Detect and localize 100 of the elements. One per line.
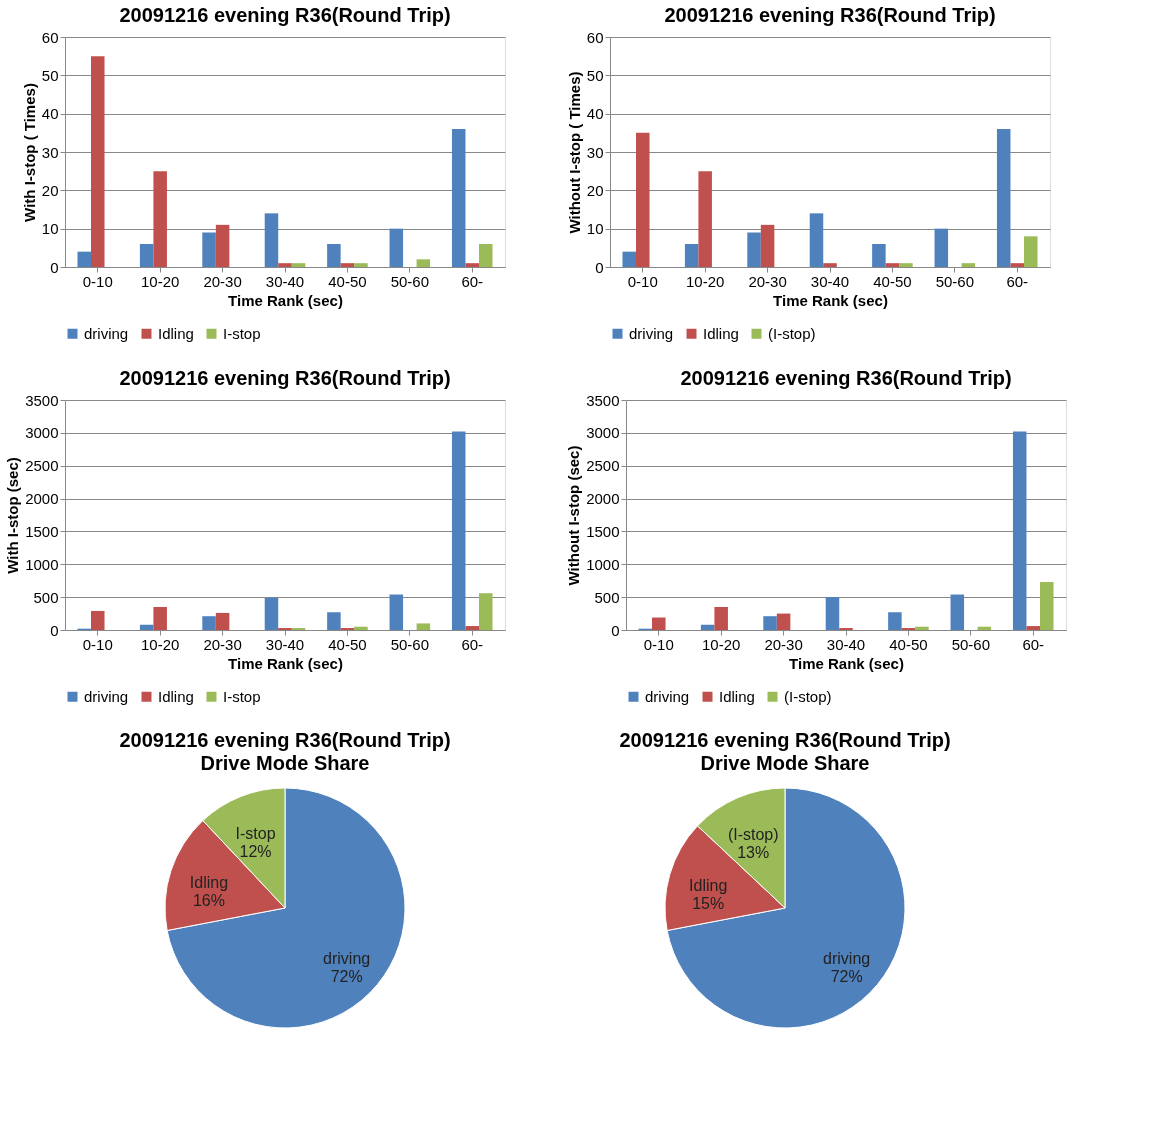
chart-title: 20091216 evening R36(Round Trip)	[664, 4, 996, 26]
bar	[340, 263, 355, 267]
y-tick-label: 500	[594, 588, 620, 606]
bar	[354, 626, 368, 630]
chart-subtitle: Drive Mode Share	[200, 752, 370, 774]
x-tick-label: 30-40	[810, 272, 850, 290]
bar	[934, 228, 949, 267]
bar	[465, 263, 479, 267]
y-tick-label: 2000	[586, 490, 620, 508]
bar	[885, 263, 900, 267]
bar	[1024, 236, 1038, 267]
y-tick-label: 10	[586, 220, 604, 238]
legend-label: driving	[84, 687, 129, 705]
bar	[1012, 431, 1027, 630]
data-label: 13%	[737, 843, 770, 861]
x-tick-label: 50-60	[390, 272, 430, 290]
chart-title: 20091216 evening R36(Round Trip)	[119, 729, 451, 751]
bar	[872, 244, 886, 267]
bar	[479, 593, 493, 630]
x-tick-label: 0-10	[643, 635, 674, 653]
x-tick-label: 30-40	[826, 635, 866, 653]
x-axis-title: Time Rank (sec)	[789, 654, 904, 672]
chart-subtitle: Drive Mode Share	[700, 752, 870, 774]
bar	[354, 263, 368, 267]
y-tick-label: 2500	[25, 457, 59, 475]
pie-slice	[666, 787, 906, 1029]
legend-label: Idling	[158, 324, 194, 342]
y-tick-label: 40	[41, 105, 59, 123]
x-tick-label: 50-60	[951, 635, 991, 653]
bar	[1010, 263, 1024, 267]
y-tick-label: 50	[586, 66, 604, 84]
y-tick-label: 0	[595, 258, 604, 276]
bar	[825, 597, 840, 630]
bar	[291, 263, 306, 267]
bar	[776, 613, 791, 630]
y-tick-label: 10	[41, 220, 59, 238]
x-tick-label: 10-20	[685, 272, 725, 290]
bar	[684, 244, 699, 267]
bar	[264, 597, 279, 630]
slice-label: (I-stop)	[727, 825, 779, 843]
bar	[139, 624, 154, 630]
y-tick-label: 60	[41, 28, 59, 46]
y-tick-label: 3000	[25, 424, 59, 442]
bar	[465, 626, 479, 630]
slice-label: driving	[823, 949, 871, 967]
data-label: 12%	[239, 842, 272, 860]
x-tick-label: 40-50	[889, 635, 928, 653]
chart-title: 20091216 evening R36(Round Trip)	[680, 367, 1012, 389]
y-tick-label: 60	[586, 28, 604, 46]
bar	[1040, 582, 1054, 630]
bar	[698, 171, 712, 267]
bar	[215, 612, 230, 630]
pie-slice	[166, 787, 406, 1029]
chart-title: 20091216 evening R36(Round Trip)	[119, 4, 451, 26]
x-tick-label: 10-20	[140, 272, 180, 290]
x-tick-label: 40-50	[328, 272, 367, 290]
x-tick-label: 50-60	[935, 272, 975, 290]
legend-label: Idling	[158, 687, 194, 705]
bar	[700, 624, 715, 630]
x-tick-label: 20-30	[764, 635, 803, 653]
bar	[636, 132, 650, 267]
bar	[479, 244, 493, 267]
y-axis-title: Without I-stop (sec)	[565, 445, 583, 586]
bar	[747, 232, 761, 267]
legend-label: driving	[629, 324, 674, 342]
x-tick-label: 30-40	[265, 635, 305, 653]
legend-label: Idling	[719, 687, 755, 705]
x-tick-label: 60-	[1006, 272, 1029, 290]
bar	[996, 129, 1011, 267]
slice-label: Idling	[689, 876, 728, 894]
bar	[389, 228, 404, 267]
y-tick-label: 500	[33, 588, 59, 606]
bar	[763, 616, 777, 630]
bar	[899, 263, 913, 267]
bar	[416, 259, 431, 267]
legend-label: I-stop	[223, 687, 261, 705]
bar	[451, 129, 466, 267]
bar	[91, 610, 105, 630]
bar	[809, 213, 824, 267]
legend-label: (I-stop)	[784, 687, 832, 705]
bar	[451, 431, 466, 630]
x-axis-title: Time Rank (sec)	[228, 654, 343, 672]
bar	[622, 251, 636, 267]
x-tick-label: 30-40	[265, 272, 305, 290]
x-tick-label: 60-	[461, 272, 484, 290]
legend-label: (I-stop)	[768, 324, 816, 342]
bar	[327, 244, 341, 267]
x-axis-title: Time Rank (sec)	[228, 291, 343, 309]
legend-label: Idling	[703, 324, 739, 342]
y-tick-label: 1000	[25, 555, 59, 573]
bar	[714, 607, 728, 630]
data-label: 15%	[692, 894, 725, 912]
bar	[77, 251, 91, 267]
y-tick-label: 1500	[25, 522, 59, 540]
y-tick-label: 40	[586, 105, 604, 123]
bar	[823, 263, 837, 267]
x-tick-label: 0-10	[627, 272, 658, 290]
bar	[961, 263, 976, 267]
x-axis-title: Time Rank (sec)	[773, 291, 888, 309]
bar	[91, 56, 105, 267]
